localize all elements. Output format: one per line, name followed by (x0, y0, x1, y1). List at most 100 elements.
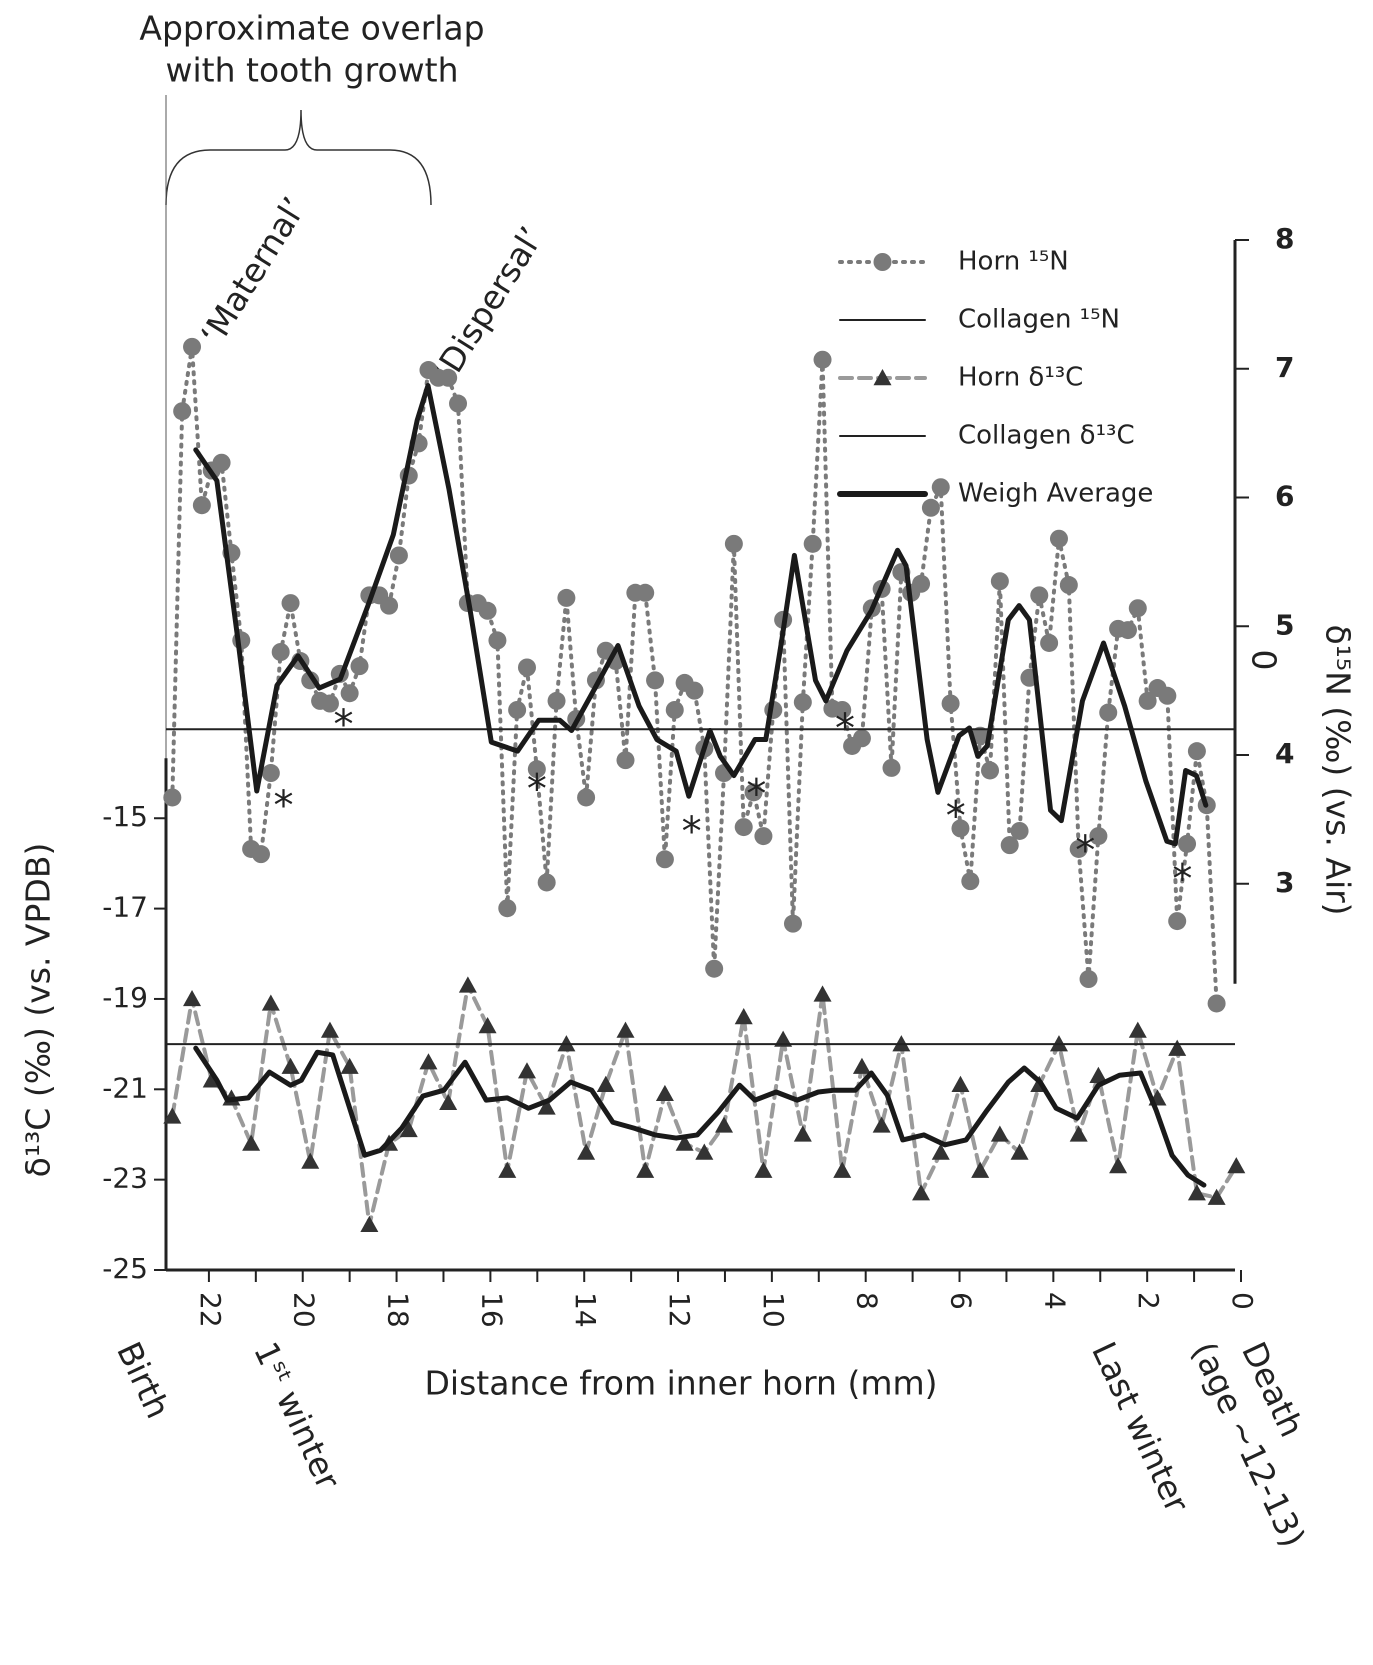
series-line (170, 983, 1239, 1227)
point (281, 1057, 300, 1074)
point (439, 368, 458, 387)
point (192, 496, 211, 515)
x-tick-label: 16 (475, 1292, 508, 1328)
point (1049, 529, 1068, 548)
point (212, 453, 231, 472)
point (183, 989, 202, 1007)
point (1207, 1188, 1226, 1205)
point (1138, 691, 1157, 710)
point (931, 1143, 950, 1160)
x-tick-label: 6 (945, 1292, 978, 1310)
y-axis-title: δ¹³C (‰) (vs. VPDB) (19, 843, 58, 1178)
point (547, 691, 566, 710)
point (1069, 839, 1088, 858)
annotation: 1ˢᵗ winter (246, 1336, 348, 1496)
point (1227, 1157, 1246, 1174)
point (301, 1152, 320, 1169)
point (646, 671, 665, 690)
point (961, 872, 980, 891)
point (912, 574, 931, 593)
y-tick-label: -25 (102, 1252, 148, 1285)
point (783, 914, 802, 933)
point (990, 1125, 1009, 1142)
point (517, 658, 536, 677)
point (1099, 703, 1118, 722)
asterisk: * (274, 783, 294, 829)
x-tick-label: 2 (1132, 1292, 1165, 1310)
point (517, 1062, 536, 1079)
point (577, 1143, 596, 1160)
point (1089, 1066, 1108, 1083)
asterisk: * (1075, 828, 1095, 874)
point (616, 1021, 635, 1038)
point (833, 700, 852, 719)
point (261, 764, 280, 783)
point (350, 657, 369, 676)
point (508, 700, 527, 719)
point (636, 583, 655, 602)
point (537, 873, 556, 892)
point (527, 760, 546, 779)
point (478, 1017, 497, 1034)
y-tick-label: -21 (102, 1071, 148, 1104)
point (1010, 821, 1029, 840)
point (340, 1057, 359, 1074)
point (833, 1161, 852, 1178)
point (803, 534, 822, 553)
point (754, 827, 773, 846)
asterisk: * (746, 771, 766, 817)
point (655, 850, 674, 869)
point (320, 694, 339, 713)
point (320, 1021, 339, 1038)
y2-axis-title: δ¹⁵N (‰) (vs. Air) (1319, 624, 1358, 915)
point (882, 758, 901, 777)
point (261, 994, 280, 1011)
y-tick-label: -15 (102, 800, 148, 833)
point (912, 1184, 931, 1201)
point (1030, 586, 1049, 605)
point (389, 546, 408, 565)
series-line (193, 382, 1209, 847)
asterisk: * (682, 809, 702, 855)
asterisk: * (1172, 856, 1192, 902)
point (873, 253, 892, 271)
point (695, 1143, 714, 1160)
point (951, 1075, 970, 1092)
point (596, 1075, 615, 1092)
annotation: Last winter (1084, 1336, 1197, 1519)
x-tick-label: 8 (851, 1292, 884, 1310)
point (685, 681, 704, 700)
y2-tick-label: 4 (1275, 737, 1294, 770)
title-line: Approximate overlap (139, 9, 484, 48)
y2-tick-label: 5 (1275, 608, 1294, 641)
y-tick-label: -23 (102, 1162, 148, 1195)
asterisk: * (527, 766, 547, 812)
point (1207, 994, 1226, 1013)
point (537, 1098, 556, 1115)
point (1059, 576, 1078, 595)
legend-label: Weigh Average (958, 479, 1153, 509)
point (705, 959, 724, 978)
x-axis-title: Distance from inner horn (mm) (425, 1364, 938, 1403)
point (1187, 1184, 1206, 1201)
point (173, 402, 192, 421)
point (439, 1093, 458, 1111)
y-tick-label: -17 (102, 891, 148, 924)
point (380, 596, 399, 615)
point (921, 498, 940, 517)
point (1128, 1021, 1147, 1038)
point (873, 369, 892, 386)
point (971, 726, 990, 745)
point (1089, 827, 1108, 846)
x-tick-label: 20 (288, 1292, 321, 1328)
point (1040, 633, 1059, 652)
point (1168, 912, 1187, 931)
point (636, 1161, 655, 1178)
point (419, 1053, 438, 1070)
point (754, 1161, 773, 1178)
point (271, 643, 290, 661)
point (971, 1161, 990, 1178)
annotation: Birth (109, 1336, 178, 1424)
point (931, 478, 950, 497)
